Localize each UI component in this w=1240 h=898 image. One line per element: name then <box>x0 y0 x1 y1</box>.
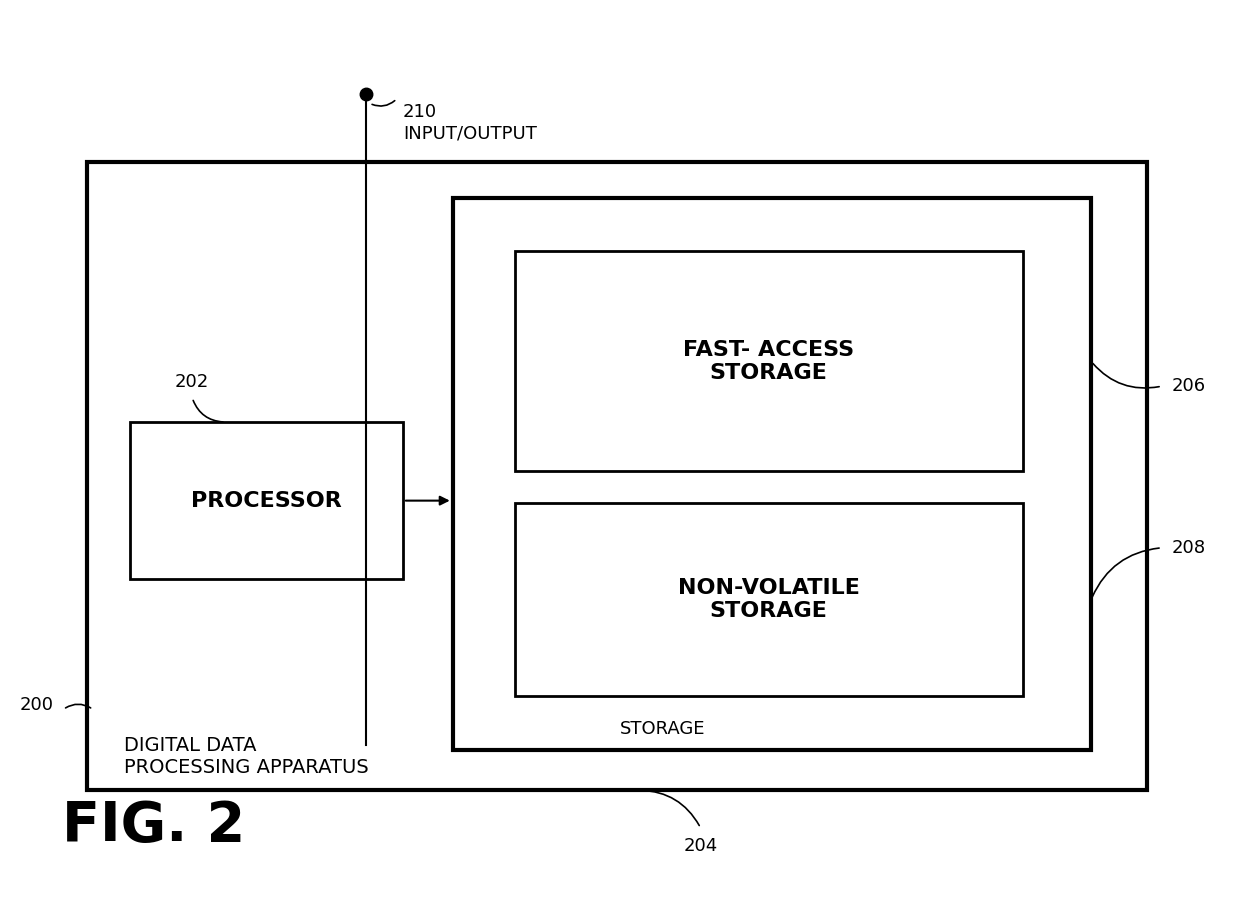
Bar <box>87 162 1147 790</box>
Text: STORAGE: STORAGE <box>620 720 706 738</box>
Bar <box>515 251 1023 471</box>
Text: FIG. 2: FIG. 2 <box>62 799 246 853</box>
Bar <box>130 422 403 579</box>
Bar <box>515 503 1023 696</box>
Text: DIGITAL DATA
PROCESSING APPARATUS: DIGITAL DATA PROCESSING APPARATUS <box>124 735 368 777</box>
Bar <box>453 198 1091 750</box>
Text: 202: 202 <box>175 373 210 391</box>
Text: PROCESSOR: PROCESSOR <box>191 490 342 511</box>
Text: 206: 206 <box>1172 377 1207 395</box>
Text: 210
INPUT/OUTPUT: 210 INPUT/OUTPUT <box>403 103 537 142</box>
Text: FAST- ACCESS
STORAGE: FAST- ACCESS STORAGE <box>683 339 854 383</box>
Text: NON-VOLATILE
STORAGE: NON-VOLATILE STORAGE <box>678 577 859 621</box>
Text: 208: 208 <box>1172 539 1207 557</box>
Text: 200: 200 <box>20 696 53 714</box>
Text: 204: 204 <box>683 837 718 855</box>
